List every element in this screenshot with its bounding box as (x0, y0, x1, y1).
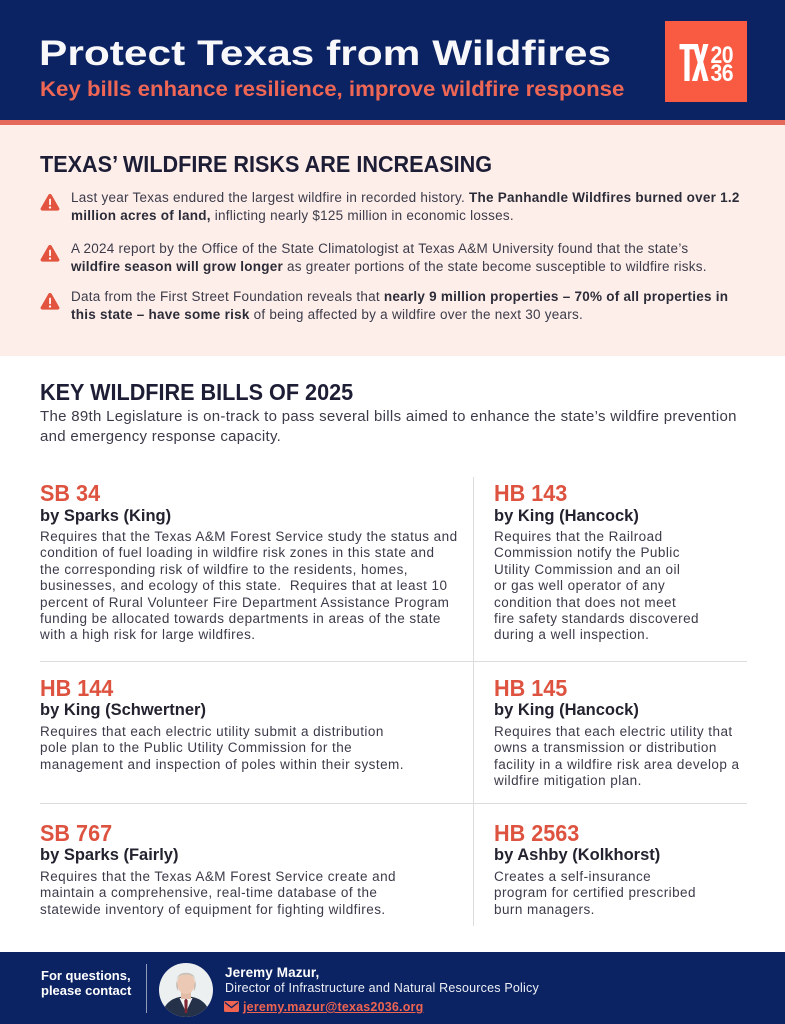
svg-text:20: 20 (711, 42, 734, 68)
svg-text:36: 36 (711, 60, 734, 86)
